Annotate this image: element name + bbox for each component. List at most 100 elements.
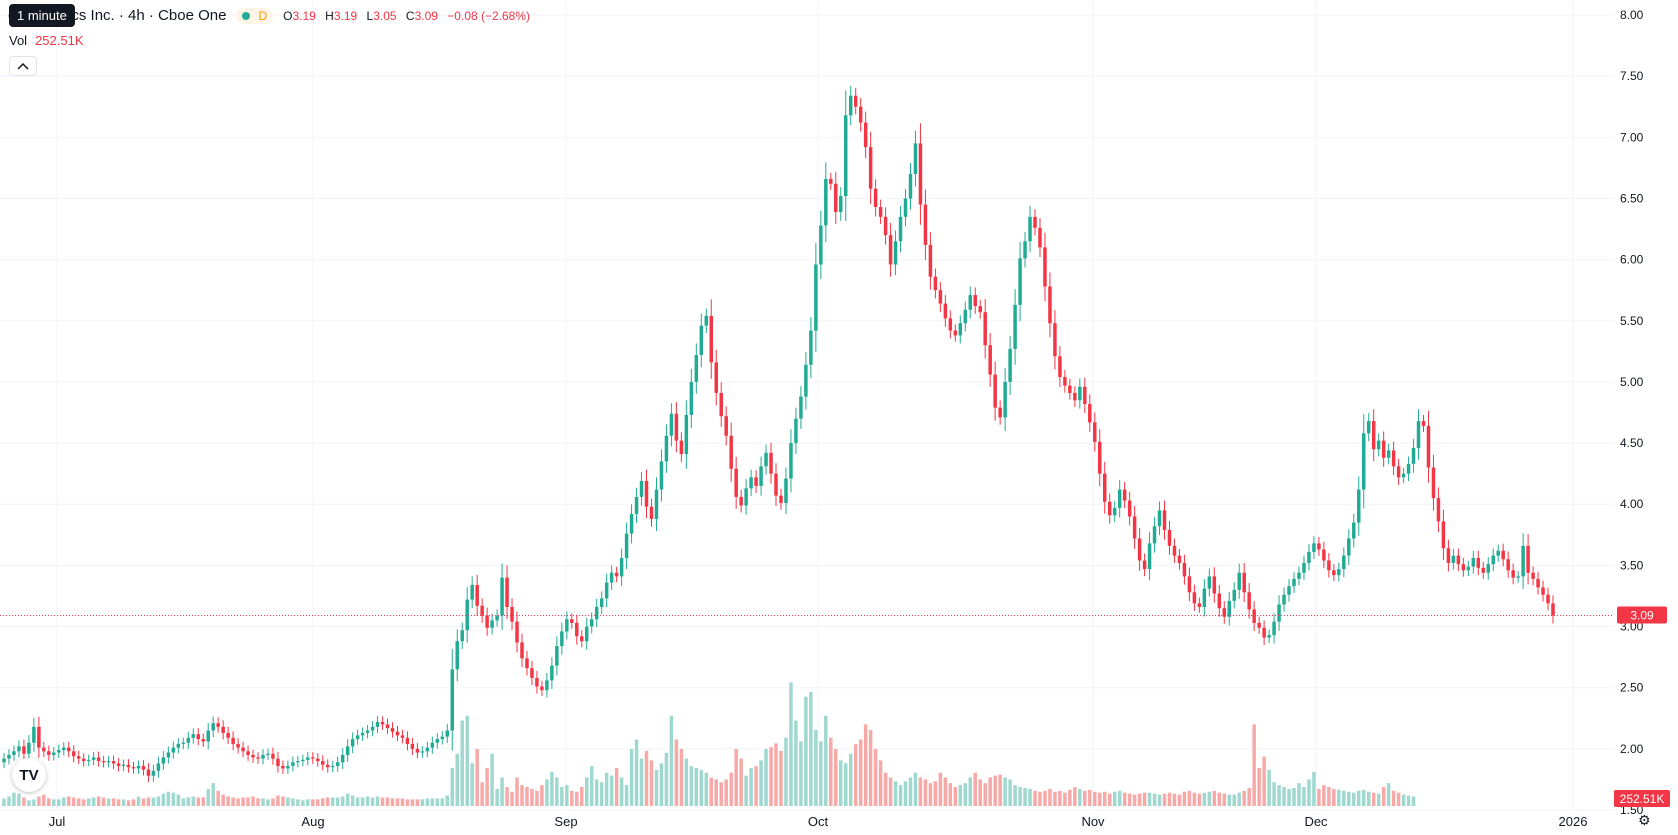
candle-body [1431,467,1436,499]
volume-bar [1197,793,1202,806]
candle-body [1053,323,1057,357]
price-tick-label: 6.50 [1620,191,1644,205]
candle-body [216,723,220,727]
candle-body [500,577,504,616]
volume-bar [106,798,111,806]
volume-tag-label: 252.51K [1620,792,1665,806]
volume-bar [843,763,848,806]
candle-body [1476,558,1481,568]
candle-body [834,183,838,212]
candle-body [306,757,310,760]
time-axis[interactable]: Jul Aug Sep Oct Nov Dec 2026 [49,814,1588,829]
price-tick-label: 3.50 [1620,558,1644,572]
candle-body [1147,543,1152,570]
candle-body [1018,258,1022,305]
volume-bar [1078,788,1082,806]
candle-body [1302,562,1306,573]
candle-body [201,739,205,742]
market-status[interactable]: D [236,7,274,24]
candle-body [550,665,554,681]
candle-body [1112,507,1117,516]
candle-body [923,204,928,245]
candle-body [839,196,843,212]
volume-bar [1152,793,1157,806]
volume-bar [853,744,858,806]
volume-bar [1337,789,1341,806]
candle-body [1107,501,1112,516]
volume-bar [231,797,235,806]
volume-bar [490,753,494,806]
collapse-legend-button[interactable] [9,56,37,76]
candle-body [440,736,445,740]
volume-bar [465,715,469,806]
volume-bar [749,768,753,806]
candle-body [1386,450,1391,458]
candle-body [196,734,200,740]
candle-body [1506,559,1510,571]
candle-body [674,413,679,441]
candle-body [1102,473,1107,502]
candle-body [42,747,46,752]
candle-body [1247,592,1251,610]
price-change: −0.08 (−2.68%) [447,8,531,23]
volume-bar [1327,787,1331,806]
volume-bar [1232,794,1236,806]
candle-body [629,514,634,534]
candle-body [1491,555,1495,565]
volume-bar [171,792,176,806]
volume-bar [1127,793,1132,806]
candle-body [1327,560,1331,571]
candle-body [1132,516,1137,539]
candle-body [764,452,768,467]
candle-body [858,106,863,123]
price-axis[interactable]: 8.00 7.50 7.00 6.50 6.00 5.50 5.00 4.50 4.00 3.50… [1620,8,1644,817]
volume-bar [584,777,589,806]
volume-bar [580,787,584,806]
volume-bar [520,785,524,806]
volume-bar [236,798,240,806]
volume-bar [1307,779,1311,806]
candle-body [799,396,803,419]
tradingview-logo-icon[interactable]: TV [12,758,46,792]
volume-bar [146,797,151,806]
candle-body [1446,548,1451,563]
candle-body [938,290,943,304]
volume-bar [1212,790,1217,806]
candle-body [271,753,275,759]
candle-body [739,496,743,506]
settings-gear-icon[interactable]: ⚙ [1638,812,1651,828]
candle-body [505,577,509,607]
volume-bar [898,785,903,806]
price-tick-label: 2.50 [1620,681,1644,695]
volume-bar [510,791,514,806]
last-price-label: 3.09 [1630,609,1654,623]
candle-body [784,478,788,504]
candle-body [1347,538,1351,556]
candle-body [146,769,151,776]
price-tick-label: 5.50 [1620,314,1644,328]
volume-bar [1297,783,1301,806]
volume-bar [201,797,205,806]
time-tick-label: Jul [49,814,66,829]
volume-bar [1287,788,1291,806]
candle-body [1192,592,1197,604]
volume-bar [400,798,405,806]
candle-body [405,737,410,744]
candle-body [1172,545,1177,556]
volume-bar [1053,791,1057,806]
volume-bar [470,763,474,806]
volume-bar [186,797,191,806]
candle-body [1237,572,1241,590]
volume-bar [923,779,928,806]
volume-bar [1222,793,1227,806]
candle-body [370,726,375,731]
candle-body [853,95,858,107]
volume-bar [425,798,430,806]
ohlc-values: O3.19 H3.19 L3.05 C3.09 −0.08 (−2.68%) [283,9,530,23]
candle-body [848,95,853,116]
volume-bar [1023,787,1027,806]
candle-body [17,746,21,752]
candle-body [555,646,559,666]
volume-bar [599,782,604,806]
